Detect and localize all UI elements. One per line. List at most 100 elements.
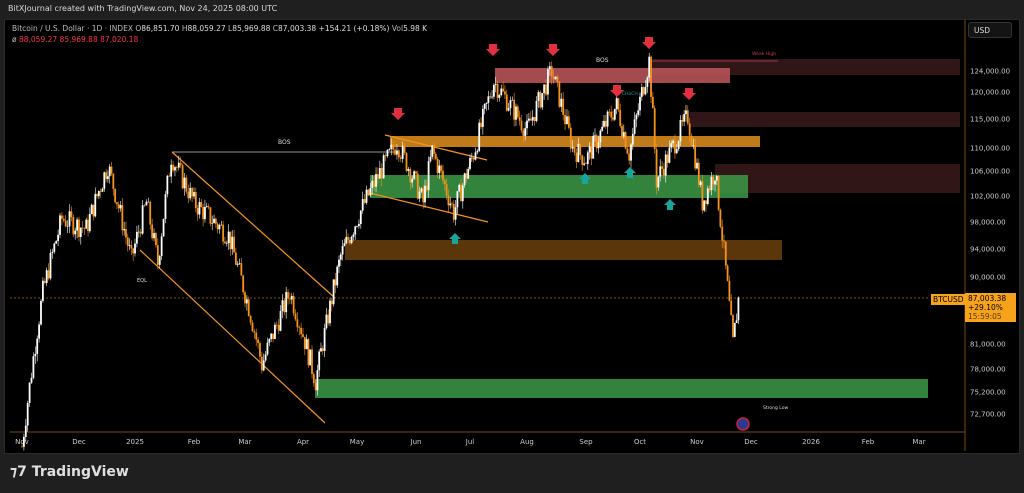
candle-body <box>323 328 326 351</box>
candle-body <box>296 319 299 328</box>
price-tick: 98,000.00 <box>970 219 1006 227</box>
candle-body <box>733 323 736 337</box>
candle-body <box>64 220 67 227</box>
candle-body <box>205 206 208 208</box>
candle-body <box>679 119 682 142</box>
candle-body <box>290 295 293 300</box>
price-tick: 102,000.00 <box>970 193 1010 201</box>
candle-body <box>141 205 144 234</box>
candle-body <box>166 175 169 195</box>
candle-body <box>635 114 638 120</box>
candle-body <box>447 195 450 206</box>
candle-body <box>320 348 322 352</box>
candle-body <box>81 227 84 229</box>
candle-body <box>285 292 288 313</box>
candle-body <box>249 315 252 323</box>
candle-body <box>579 143 582 156</box>
candle-body <box>181 165 184 189</box>
candle-body <box>697 162 700 186</box>
last-price: 87,003.38 <box>968 294 1007 303</box>
candle-body <box>626 148 629 154</box>
candle-body <box>298 327 301 328</box>
candle-body <box>621 126 623 137</box>
time-tick: Jul <box>465 438 475 446</box>
candle-body <box>105 172 107 180</box>
candle-body <box>663 168 665 176</box>
candle-body <box>661 166 663 169</box>
time-tick: Feb <box>188 438 201 446</box>
sell-arrow-icon <box>682 88 696 100</box>
candle-body <box>139 231 142 234</box>
time-tick: Sep <box>579 438 593 446</box>
candle-body <box>719 209 722 227</box>
candle-body <box>388 149 391 150</box>
candle-body <box>302 334 304 337</box>
candle-body <box>533 116 536 122</box>
candle-body <box>405 152 408 171</box>
candle-body <box>566 116 568 125</box>
time-tick: Dec <box>72 438 86 446</box>
candle-body <box>137 231 140 233</box>
supply-zone <box>715 164 960 193</box>
candle-body <box>472 157 475 160</box>
candle-body <box>172 164 174 171</box>
candle-body <box>443 180 446 185</box>
candle-body <box>550 66 553 77</box>
candle-body <box>87 219 89 232</box>
candle-body <box>145 201 148 206</box>
currency-button[interactable]: USD <box>968 22 1012 38</box>
candle-body <box>253 331 256 333</box>
candle-body <box>361 199 364 211</box>
candle-body <box>548 66 551 70</box>
last-price-symbol-tag: BTCUSD <box>931 294 966 305</box>
orange-zone <box>390 136 760 147</box>
candle-body <box>26 402 29 426</box>
candle-body <box>394 149 396 155</box>
candle-body <box>34 353 37 357</box>
candle-body <box>309 349 312 366</box>
candle-body <box>194 192 197 208</box>
bos-label: BOS <box>278 139 291 146</box>
candle-body <box>354 226 357 235</box>
candle-body <box>458 184 461 192</box>
price-tick: 115,000.00 <box>970 116 1010 124</box>
candle-body <box>429 156 432 162</box>
candle-body <box>382 155 385 179</box>
candle-body <box>615 98 618 109</box>
candle-body <box>287 292 289 299</box>
bar-countdown: 15:59:05 <box>968 312 1002 321</box>
candle-body <box>653 108 656 150</box>
candle-body <box>590 146 593 159</box>
candle-body <box>211 223 214 224</box>
candle-body <box>272 333 274 339</box>
candle-body <box>233 236 235 253</box>
candle-body <box>90 204 93 215</box>
candle-body <box>94 193 97 217</box>
candle-body <box>36 338 39 354</box>
candle-body <box>721 226 724 241</box>
candle-body <box>202 206 205 220</box>
tradingview-logo[interactable]: ⁊7 TradingView <box>10 464 129 480</box>
wedge-lower-line <box>369 192 489 223</box>
candle-body <box>68 211 71 227</box>
indicator-value-2: 85,969.88 <box>59 35 98 44</box>
candle-body <box>674 140 676 154</box>
candle-body <box>648 56 651 78</box>
candle-body <box>214 218 217 224</box>
candle-body <box>170 164 173 177</box>
candle-body <box>631 133 634 145</box>
candle-body <box>694 145 697 169</box>
sell-arrow-icon <box>642 37 656 49</box>
candle-body <box>586 152 589 164</box>
time-tick: Apr <box>297 438 309 446</box>
candle-body <box>240 263 243 276</box>
candle-body <box>622 132 625 137</box>
candle-body <box>23 436 25 447</box>
candle-body <box>520 120 523 131</box>
candle-body <box>706 188 709 204</box>
candle-body <box>531 116 534 121</box>
candle-body <box>726 265 729 281</box>
candle-body <box>717 176 720 210</box>
candle-body <box>418 191 421 199</box>
